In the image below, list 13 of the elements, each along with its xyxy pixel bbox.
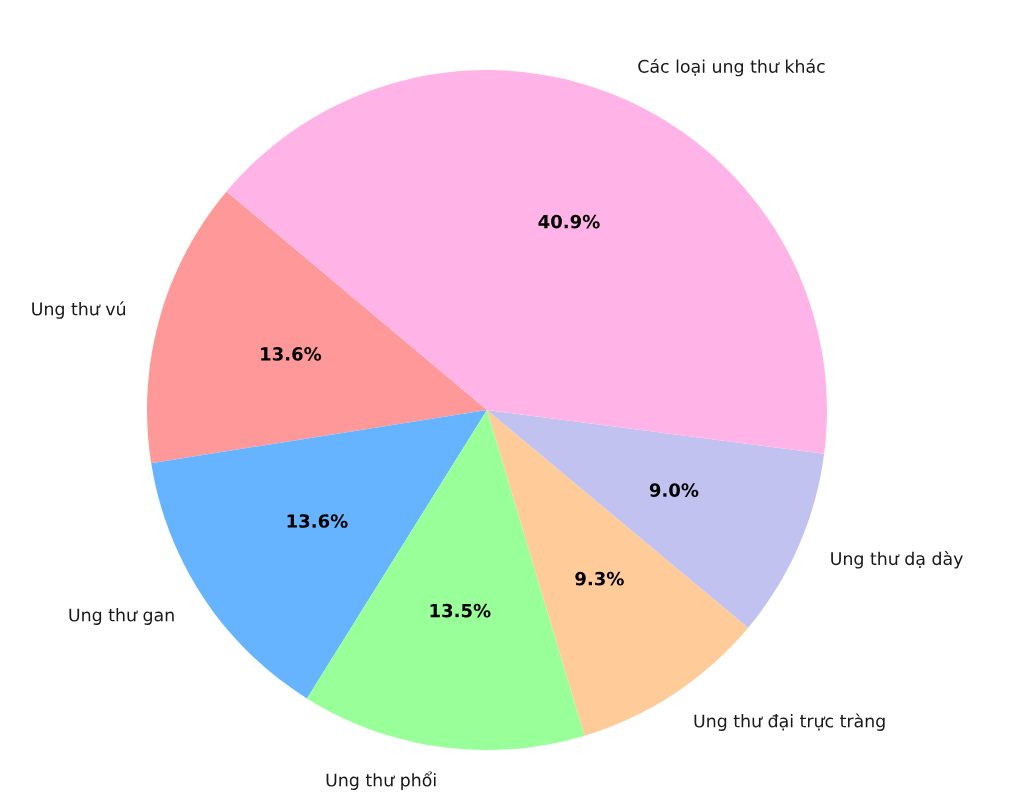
- slice-label: Ung thư dạ dày: [831, 551, 963, 569]
- slice-label: Các loại ung thư khác: [638, 58, 825, 77]
- data-label: 9.3%: [575, 571, 624, 586]
- slice-label: Ung thư vú: [32, 301, 126, 319]
- pie-slice: [147, 191, 487, 464]
- slice-label: Ung thư phổi: [326, 771, 436, 790]
- data-label: 40.9%: [538, 214, 600, 229]
- slice-label: Ung thư đại trực tràng: [694, 713, 885, 731]
- data-label: 13.5%: [430, 603, 491, 618]
- data-label: 13.6%: [287, 514, 348, 528]
- slice-label: Ung thư gan: [69, 608, 174, 625]
- data-label: 9.0%: [649, 483, 699, 497]
- data-label: 13.6%: [261, 347, 322, 361]
